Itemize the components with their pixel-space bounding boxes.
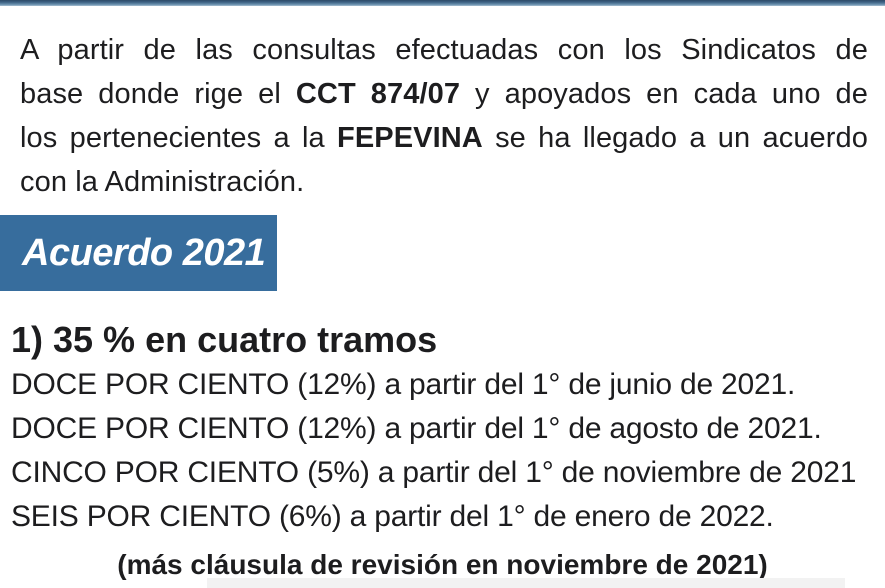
intro-text: los pertenecientes a la	[20, 122, 337, 154]
intro-text: y apoyados en cada uno de	[460, 78, 868, 110]
bottom-cutoff-band	[207, 578, 845, 588]
fepevina-reference: FEPEVINA	[337, 122, 483, 154]
intro-line: base donde rige el CCT 874/07 y apoyados…	[20, 72, 868, 116]
intro-text: con la Administración.	[20, 166, 305, 198]
agreement-item-4: SEIS POR CIENTO (6%) a partir del 1° de …	[11, 500, 774, 533]
intro-text: se ha llegado a un acuerdo	[482, 122, 868, 154]
top-border-line	[0, 0, 885, 6]
agreement-item-3: CINCO POR CIENTO (5%) a partir del 1° de…	[11, 456, 857, 489]
intro-paragraph: A partir de las consultas efectuadas con…	[20, 28, 868, 204]
intro-text: base donde rige el	[20, 78, 296, 110]
agreement-heading: 1) 35 % en cuatro tramos	[11, 319, 438, 360]
intro-line: A partir de las consultas efectuadas con…	[20, 28, 868, 72]
agreement-section: 1) 35 % en cuatro tramos DOCE POR CIENTO…	[11, 316, 885, 539]
agreement-item-1: DOCE POR CIENTO (12%) a partir del 1° de…	[11, 368, 796, 401]
banner-label: Acuerdo 2021	[22, 231, 266, 274]
revision-note: (más cláusula de revisión en noviembre d…	[117, 549, 768, 580]
intro-line: con la Administración.	[20, 160, 868, 204]
cct-reference: CCT 874/07	[295, 78, 461, 110]
intro-line: los pertenecientes a la FEPEVINA se ha l…	[20, 116, 868, 160]
agreement-item-2: DOCE POR CIENTO (12%) a partir del 1° de…	[11, 412, 822, 445]
intro-text: A partir de las consultas efectuadas con…	[20, 34, 868, 66]
acuerdo-2021-banner: Acuerdo 2021	[0, 215, 277, 291]
